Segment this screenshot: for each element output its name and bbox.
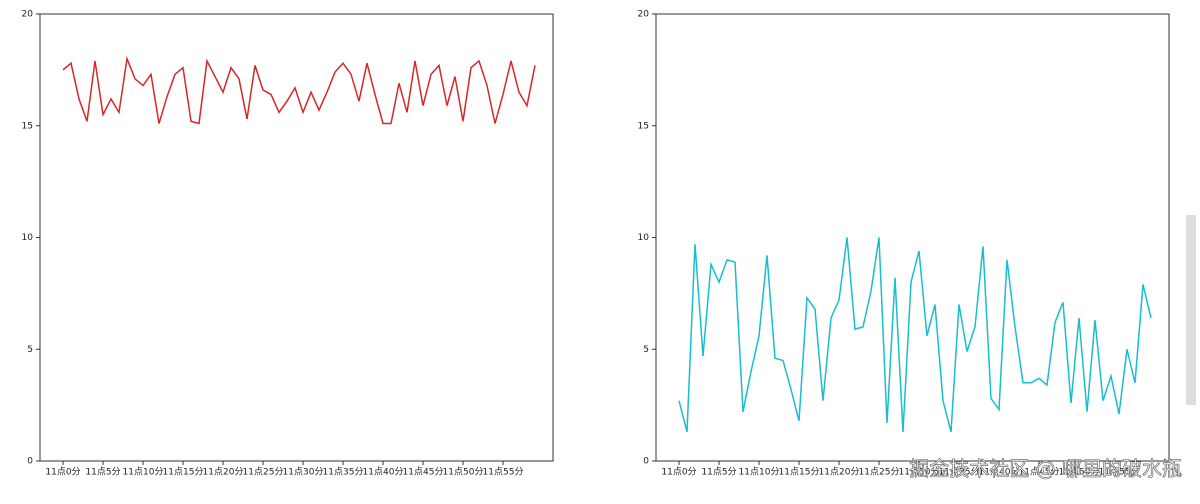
x-tick-label: 11点20分 xyxy=(203,467,244,478)
y-tick-label: 5 xyxy=(27,345,33,355)
line xyxy=(678,237,1152,433)
x-tick-label: 11点35分 xyxy=(939,467,980,478)
y-tick-label: 20 xyxy=(638,10,650,20)
x-tick-label: 11点50分 xyxy=(1059,467,1100,478)
x-tick-label: 11点25分 xyxy=(859,467,900,478)
x-tick-label: 11点30分 xyxy=(283,467,324,478)
y-tick-label: 0 xyxy=(27,457,33,467)
x-tick-label: 11点10分 xyxy=(739,467,780,478)
x-tick-label: 11点40分 xyxy=(979,467,1020,478)
x-tick-label: 11点0分 xyxy=(661,467,696,478)
x-tick-label: 11点45分 xyxy=(1019,467,1060,478)
x-tick-label: 11点55分 xyxy=(1099,467,1140,478)
y-tick-label: 0 xyxy=(643,457,649,467)
x-tick-label: 11点25分 xyxy=(243,467,284,478)
x-tick-label: 11点45分 xyxy=(403,467,444,478)
x-tick-label: 11点15分 xyxy=(163,467,204,478)
plot-frame xyxy=(655,13,1170,462)
y-tick-label: 10 xyxy=(638,233,650,243)
line xyxy=(62,55,536,125)
x-tick-label: 11点5分 xyxy=(85,467,120,478)
x-tick-label: 11点15分 xyxy=(779,467,820,478)
y-tick-label: 15 xyxy=(638,121,649,131)
scrollbar xyxy=(1186,215,1196,405)
x-tick-label: 11点50分 xyxy=(443,467,484,478)
y-tick-label: 20 xyxy=(22,10,34,20)
x-tick-label: 11点35分 xyxy=(323,467,364,478)
x-tick-label: 11点55分 xyxy=(483,467,524,478)
x-tick-label: 11点30分 xyxy=(899,467,940,478)
x-tick-label: 11点0分 xyxy=(45,467,80,478)
watermark: 掘金技术社区 @ 哪里的破水瓶 xyxy=(909,457,1182,481)
x-tick-label: 11点5分 xyxy=(701,467,736,478)
y-tick-label: 15 xyxy=(22,121,33,131)
x-tick-label: 11点10分 xyxy=(123,467,164,478)
x-tick-label: 11点40分 xyxy=(363,467,404,478)
x-tick-label: 11点20分 xyxy=(819,467,860,478)
y-tick-label: 10 xyxy=(22,233,34,243)
plot-frame xyxy=(39,13,554,462)
y-tick-label: 5 xyxy=(643,345,649,355)
